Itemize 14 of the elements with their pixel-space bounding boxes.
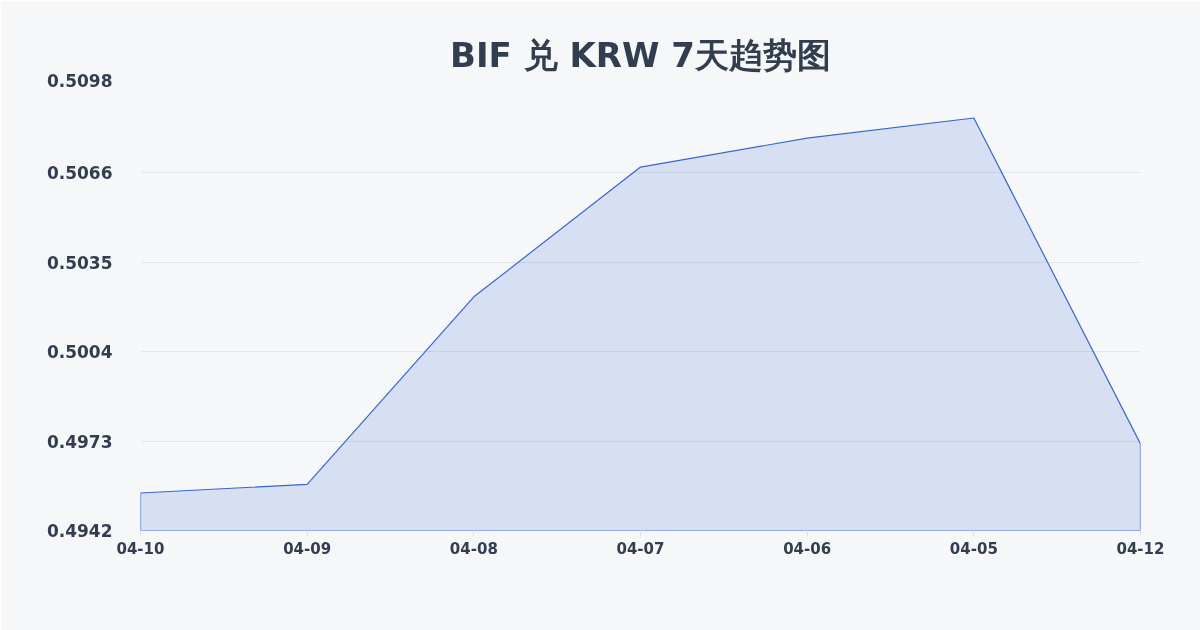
- y-tick-label: 0.4942: [46, 521, 113, 541]
- x-tick-label: 04-07: [616, 539, 665, 558]
- x-tick-label: 04-08: [449, 539, 498, 558]
- x-tick-label: 04-09: [283, 539, 332, 558]
- y-tick-label: 0.5066: [46, 163, 113, 184]
- chart-title: BIF 兑 KRW 7天趋势图: [450, 34, 832, 75]
- y-tick-label: 0.5035: [46, 252, 113, 273]
- x-tick-label: 04-12: [1116, 539, 1165, 558]
- x-tick-label: 04-05: [949, 539, 998, 558]
- y-tick-label: 0.5098: [46, 71, 113, 91]
- x-tick-label: 04-10: [116, 539, 165, 558]
- x-tick-label: 04-06: [783, 539, 832, 558]
- y-tick-label: 0.5004: [46, 342, 113, 363]
- y-tick-label: 0.4973: [46, 431, 113, 452]
